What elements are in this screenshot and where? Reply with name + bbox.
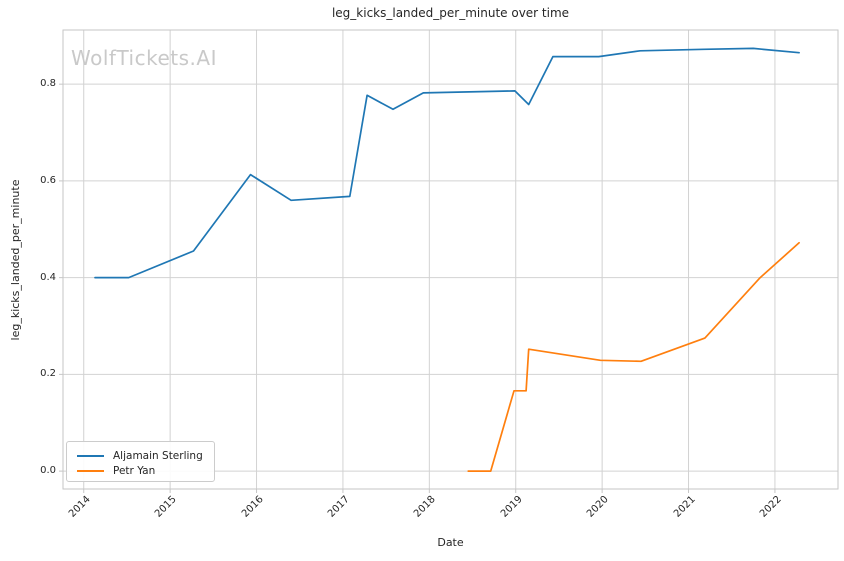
y-tick-label: 0.8 (40, 78, 56, 90)
legend-label: Petr Yan (113, 464, 156, 477)
legend-line-swatch (77, 469, 104, 472)
y-tick-label: 0.6 (40, 174, 56, 186)
legend-entry: Petr Yan (77, 463, 206, 478)
legend-label: Aljamain Sterling (113, 449, 203, 462)
y-tick-label: 0.4 (40, 271, 56, 283)
legend-line-swatch (77, 454, 104, 457)
y-tick-label: 0.0 (40, 465, 56, 477)
x-axis-label: Date (437, 536, 464, 549)
y-tick-label: 0.2 (40, 368, 56, 380)
series-line-petr-yan (467, 241, 800, 472)
y-axis-label: leg_kicks_landed_per_minute (9, 179, 22, 341)
legend-entry: Aljamain Sterling (77, 448, 206, 463)
plot-border (62, 29, 839, 490)
legend: Aljamain Sterling Petr Yan (66, 441, 215, 482)
chart-title: leg_kicks_landed_per_minute over time (331, 6, 570, 20)
series-line-aljamain-sterling (94, 47, 800, 279)
watermark: WolfTickets.AI (71, 46, 217, 70)
